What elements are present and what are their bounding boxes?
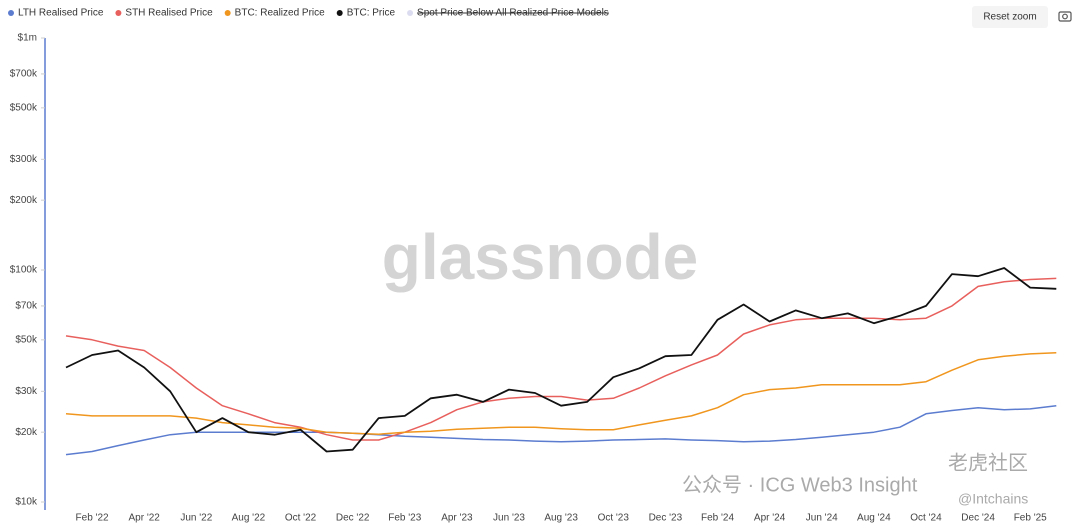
legend-marker bbox=[224, 10, 231, 16]
x-tick-label: Feb '22 bbox=[76, 513, 109, 524]
legend: LTH Realised Price STH Realised Price BTC:… bbox=[8, 8, 609, 19]
y-tick-label: $50k bbox=[15, 334, 38, 345]
x-tick-label: Feb '24 bbox=[701, 513, 734, 524]
y-tick-label: $700k bbox=[10, 69, 38, 80]
y-tick-label: $20k bbox=[15, 427, 38, 438]
x-tick-label: Feb '25 bbox=[1014, 513, 1047, 524]
x-tick-label: Aug '24 bbox=[857, 513, 891, 524]
watermark: glassnode bbox=[382, 221, 699, 293]
reset-zoom-label[interactable]: Reset zoom bbox=[983, 12, 1036, 23]
y-tick-label: $300k bbox=[10, 154, 38, 165]
series-line bbox=[65, 267, 1057, 453]
x-tick-label: Apr '23 bbox=[441, 513, 473, 524]
series-line bbox=[65, 404, 1057, 456]
legend-marker bbox=[8, 10, 14, 16]
x-tick-label: Jun '24 bbox=[806, 513, 838, 524]
x-tick-label: Dec '24 bbox=[961, 513, 995, 524]
x-tick-label: Oct '22 bbox=[285, 513, 317, 524]
x-tick-label: Dec '22 bbox=[336, 513, 370, 524]
legend-label: BTC: Realized Price bbox=[235, 8, 325, 19]
x-tick-label: Feb '23 bbox=[388, 513, 421, 524]
overlay-text: @Intchains bbox=[958, 491, 1028, 507]
x-tick-label: Oct '23 bbox=[598, 513, 630, 524]
y-tick-label: $100k bbox=[10, 265, 38, 276]
legend-marker bbox=[115, 10, 122, 16]
y-tick-label: $200k bbox=[10, 195, 38, 206]
x-tick-label: Dec '23 bbox=[649, 513, 683, 524]
legend-marker bbox=[407, 10, 414, 16]
overlay-text: 老虎社区 bbox=[948, 451, 1028, 474]
y-tick-label: $10k bbox=[15, 497, 38, 508]
y-tick-label: $1m bbox=[18, 33, 37, 44]
x-tick-label: Apr '24 bbox=[754, 513, 786, 524]
x-tick-label: Jun '23 bbox=[493, 513, 525, 524]
y-tick-label: $70k bbox=[15, 301, 38, 312]
legend-label: LTH Realised Price bbox=[18, 8, 104, 19]
legend-marker bbox=[336, 10, 343, 16]
y-tick-label: $500k bbox=[10, 102, 38, 113]
y-tick-label: $30k bbox=[15, 386, 38, 397]
reset-zoom-button[interactable] bbox=[972, 6, 1048, 28]
series-line bbox=[65, 277, 1057, 441]
x-tick-label: Aug '22 bbox=[232, 513, 266, 524]
overlay-text: 公众号 · ICG Web3 Insight bbox=[682, 473, 918, 496]
x-tick-label: Apr '22 bbox=[128, 513, 160, 524]
legend-label: BTC: Price bbox=[347, 8, 396, 19]
x-tick-label: Aug '23 bbox=[544, 513, 578, 524]
x-tick-label: Oct '24 bbox=[910, 513, 942, 524]
x-tick-label: Jun '22 bbox=[180, 513, 212, 524]
camera-icon[interactable] bbox=[1058, 11, 1072, 22]
legend-label: STH Realised Price bbox=[125, 8, 213, 19]
